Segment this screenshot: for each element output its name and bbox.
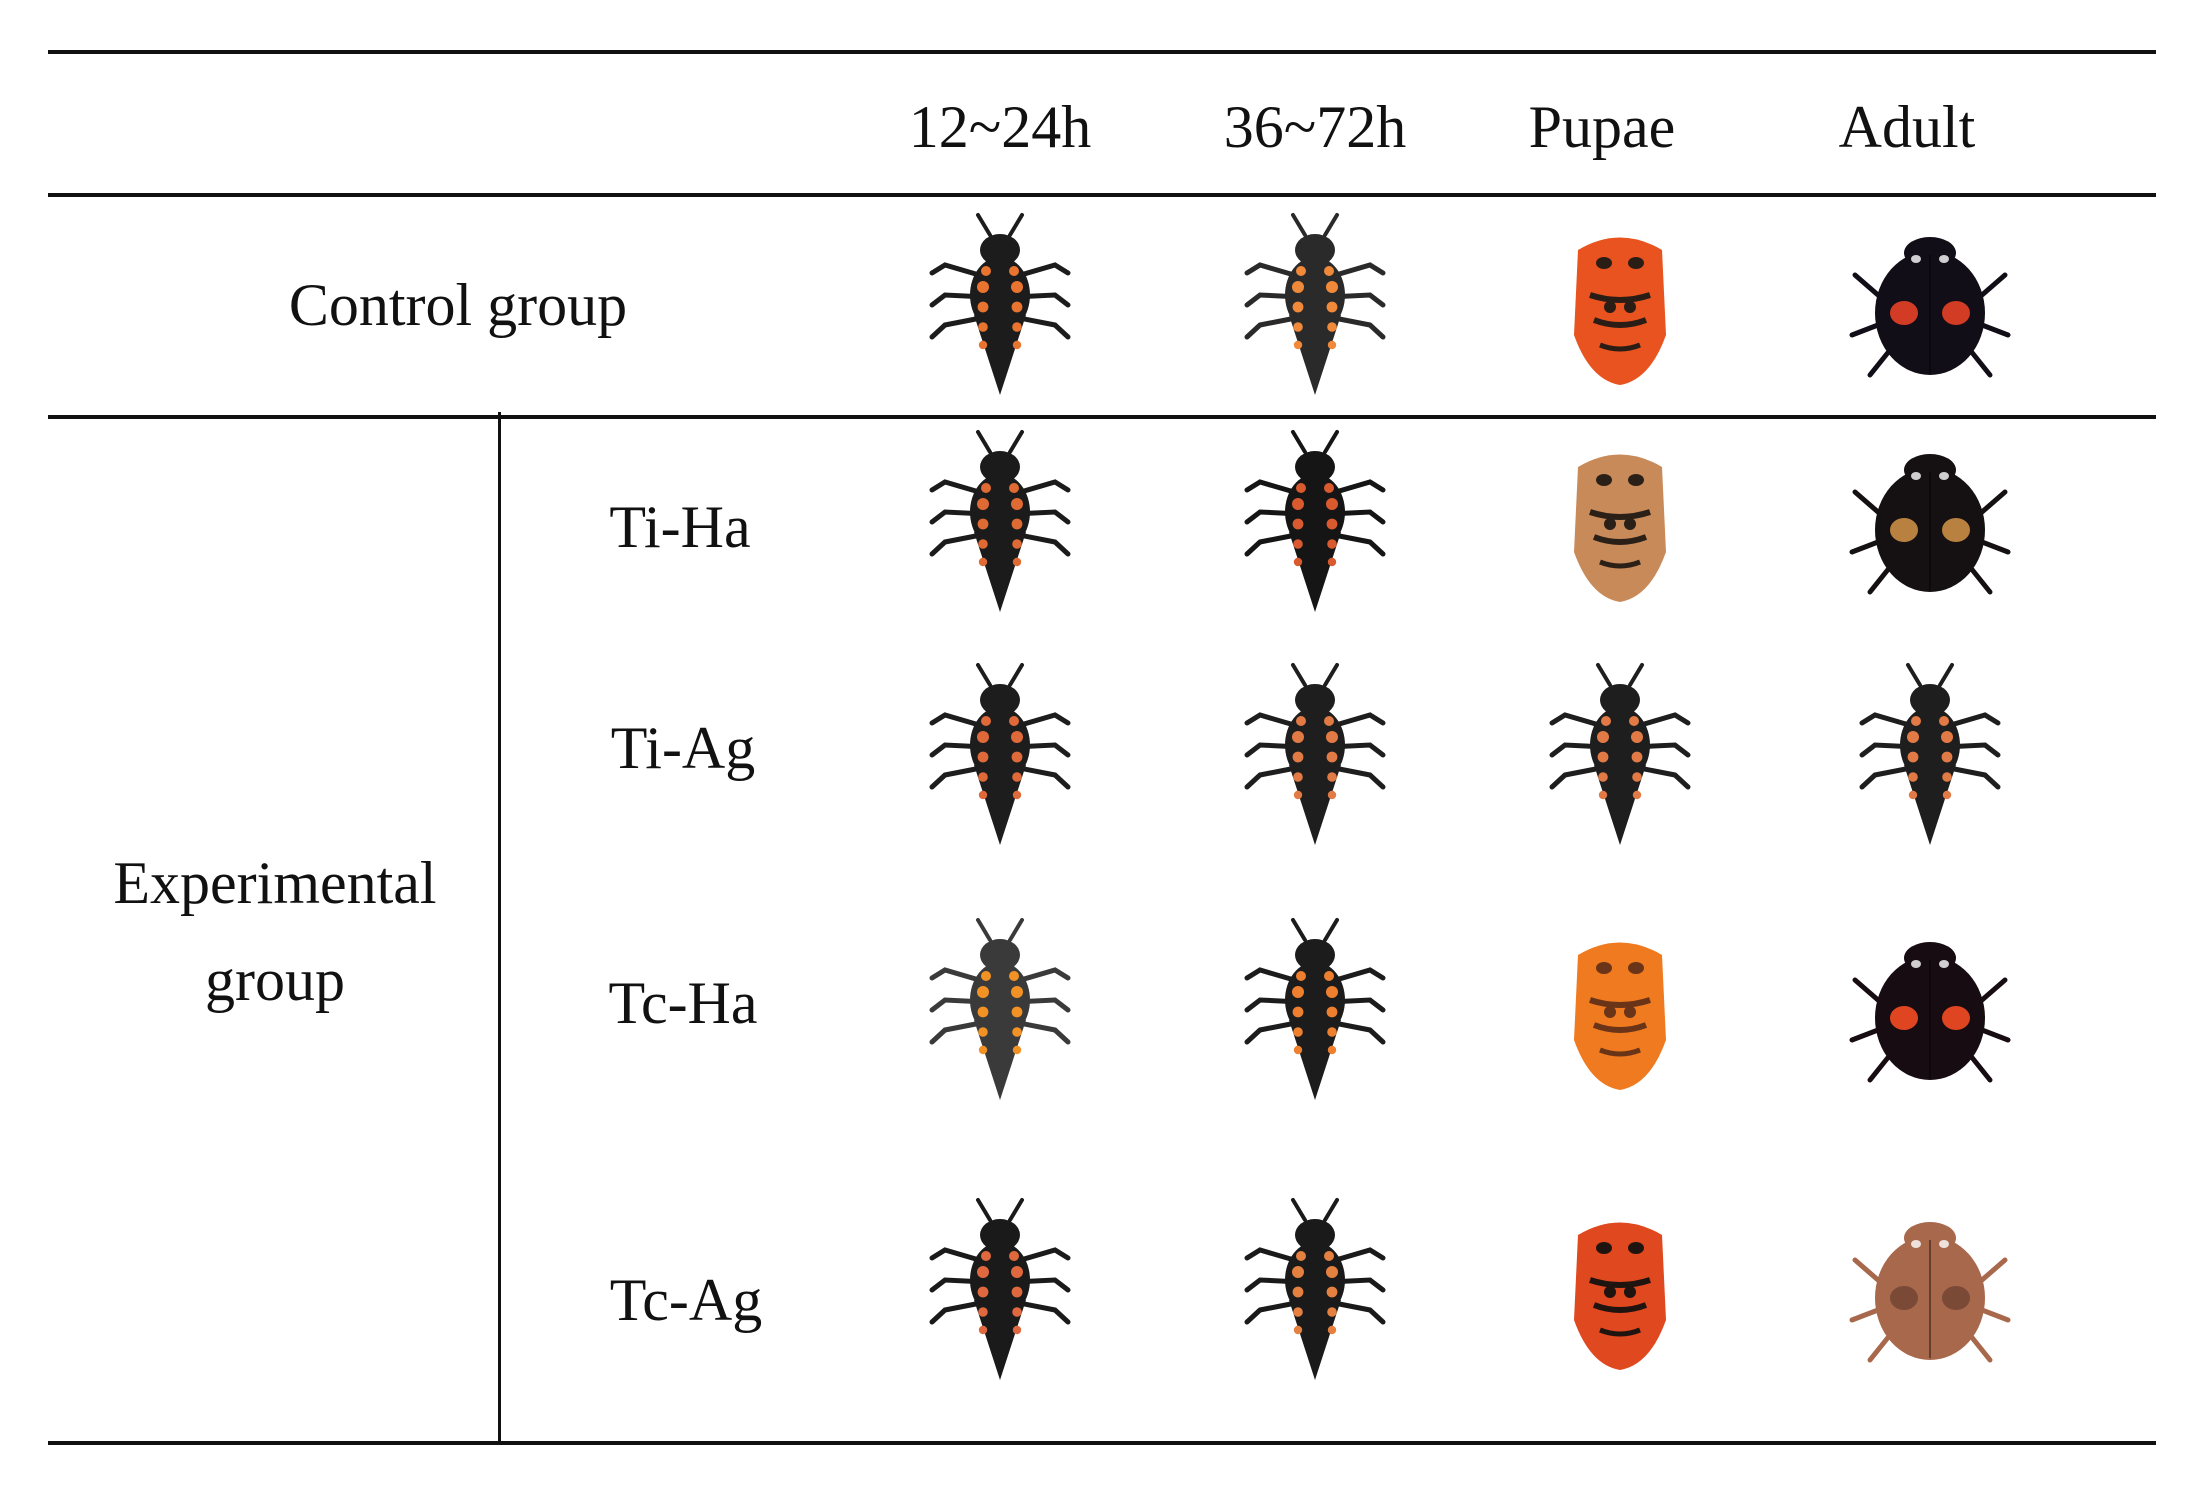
pupa-specimen-control-group-pupae: [1525, 210, 1715, 400]
group-divider: [498, 412, 501, 1444]
pupa-specimen-ti-ha-pupae: [1525, 427, 1715, 617]
header-rule: [48, 193, 2156, 197]
treatment-label-ti-ha: Ti-Ha: [609, 494, 751, 560]
larva-specimen-tc-ag-12-24h: [905, 1195, 1095, 1385]
larva-specimen-tc-ha-36-72h: [1220, 915, 1410, 1105]
pupa-specimen-tc-ha-pupae: [1525, 915, 1715, 1105]
bottom-rule: [48, 1441, 2156, 1445]
adult-specimen-control-group-adult: [1835, 210, 2025, 400]
column-header-adult: Adult: [1838, 94, 1976, 160]
control-group-label: Control group: [288, 272, 628, 338]
adult-specimen-tc-ag-adult: [1835, 1195, 2025, 1385]
larva-specimen-ti-ag-36-72h: [1220, 660, 1410, 850]
control-rule: [48, 415, 2156, 419]
larva-specimen-control-group-12-24h: [905, 210, 1095, 400]
treatment-label-tc-ha: Tc-Ha: [608, 970, 758, 1036]
treatment-label-tc-ag: Tc-Ag: [609, 1267, 763, 1333]
larva-specimen-tc-ag-36-72h: [1220, 1195, 1410, 1385]
larva-specimen-ti-ag-pupae: [1525, 660, 1715, 850]
column-header-36-72h: 36~72h: [1223, 94, 1407, 160]
larva-specimen-ti-ag-adult: [1835, 660, 2025, 850]
pupa-specimen-tc-ag-pupae: [1525, 1195, 1715, 1385]
larva-specimen-control-group-36-72h: [1220, 210, 1410, 400]
larva-specimen-ti-ag-12-24h: [905, 660, 1095, 850]
larva-specimen-tc-ha-12-24h: [905, 915, 1095, 1105]
adult-specimen-ti-ha-adult: [1835, 427, 2025, 617]
treatment-label-ti-ag: Ti-Ag: [610, 715, 756, 781]
column-header-pupae: Pupae: [1528, 94, 1676, 160]
top-rule: [48, 50, 2156, 54]
adult-specimen-tc-ha-adult: [1835, 915, 2025, 1105]
experimental-group-label-line1: Experimental: [113, 850, 437, 916]
column-header-12-24h: 12~24h: [908, 94, 1092, 160]
experimental-group-label-line2: group: [205, 947, 345, 1013]
larva-specimen-ti-ha-36-72h: [1220, 427, 1410, 617]
larva-specimen-ti-ha-12-24h: [905, 427, 1095, 617]
